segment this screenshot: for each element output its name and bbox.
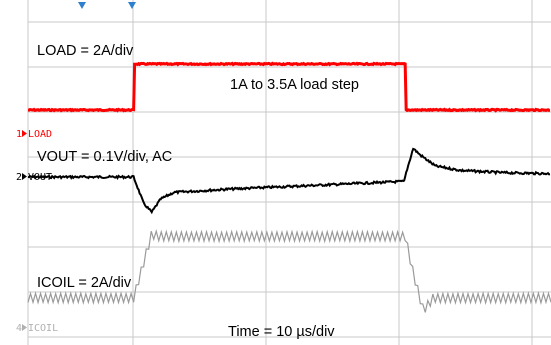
series-icoil bbox=[27, 228, 551, 313]
icoil-scale-label: ICOIL = 2A/div bbox=[37, 275, 132, 291]
series-load bbox=[27, 61, 551, 113]
ch4-marker: 4 bbox=[16, 323, 22, 334]
channel-4-label: 4 ICOIL bbox=[16, 323, 58, 334]
channel-2-label: 2 VOUT bbox=[16, 172, 52, 183]
series-vout bbox=[27, 147, 551, 215]
trigger-marker-2 bbox=[128, 2, 136, 9]
vout-scale-label: VOUT = 0.1V/div, AC bbox=[37, 149, 172, 165]
time-scale-label: Time = 10 µs/div bbox=[228, 324, 335, 340]
ch4-name: ICOIL bbox=[28, 323, 58, 334]
load-scale-label: LOAD = 2A/div bbox=[37, 43, 134, 59]
ch1-name: LOAD bbox=[28, 129, 52, 140]
ch1-arrow-icon bbox=[22, 130, 27, 137]
ch2-arrow-icon bbox=[22, 173, 27, 180]
ch2-name: VOUT bbox=[28, 172, 52, 183]
ch1-marker: 1 bbox=[16, 129, 22, 140]
trigger-marker-1 bbox=[78, 2, 86, 9]
grid bbox=[27, 0, 551, 345]
channel-1-label: 1 LOAD bbox=[16, 129, 52, 140]
ch4-arrow-icon bbox=[22, 324, 27, 331]
load-step-annotation: 1A to 3.5A load step bbox=[230, 77, 359, 93]
ch2-marker: 2 bbox=[16, 172, 22, 183]
